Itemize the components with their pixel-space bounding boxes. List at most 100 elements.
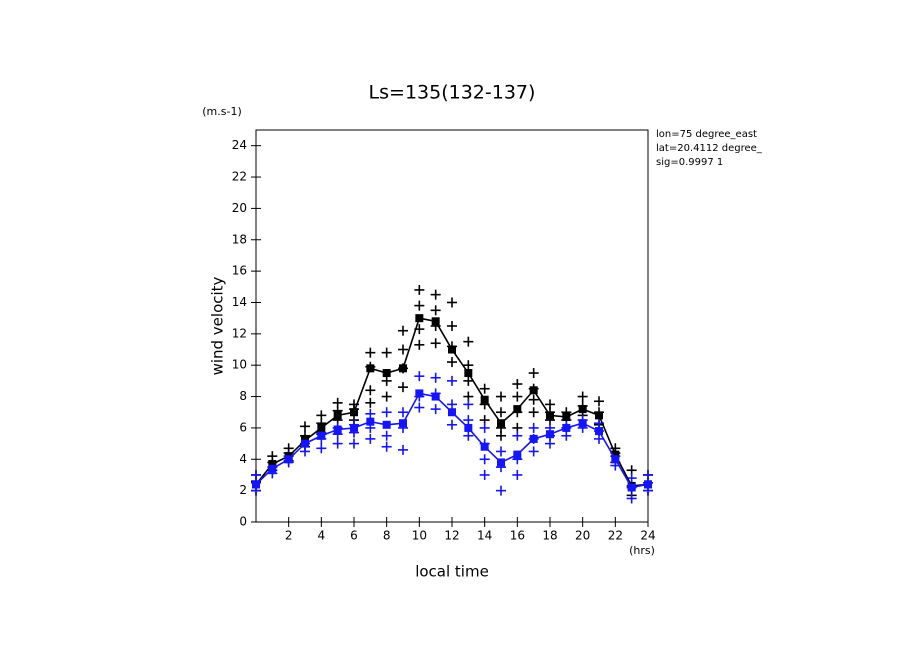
cross-marker (447, 357, 457, 368)
point-marker (415, 389, 424, 398)
x-tick-label: 2 (285, 529, 293, 543)
point-marker (399, 419, 407, 428)
point-marker (448, 408, 456, 417)
cross-marker (430, 305, 441, 316)
cross-marker (316, 410, 327, 421)
y-tick-label: 2 (239, 483, 247, 497)
cross-marker (594, 396, 604, 407)
cross-marker (381, 407, 392, 418)
cross-marker (479, 383, 490, 394)
point-marker (317, 431, 326, 440)
cross-marker (447, 321, 457, 331)
cross-marker (414, 371, 425, 382)
cross-marker (479, 469, 490, 480)
x-tick-label: 4 (318, 529, 326, 543)
cross-marker (512, 379, 523, 390)
point-marker (497, 458, 505, 467)
point-marker (382, 369, 391, 378)
x-tick-label: 18 (542, 529, 557, 543)
point-marker (382, 420, 391, 429)
cross-marker (643, 469, 653, 480)
cross-marker (528, 422, 539, 433)
point-marker (562, 423, 571, 432)
x-tick-label: 6 (350, 529, 358, 543)
point-marker (415, 314, 424, 323)
point-marker (284, 455, 293, 464)
y-tick-label: 24 (232, 138, 247, 152)
x-unit: (hrs) (629, 544, 655, 557)
cross-marker (349, 438, 359, 449)
point-marker (513, 450, 522, 459)
cross-marker (496, 485, 506, 496)
x-tick-label: 24 (640, 529, 655, 543)
cross-marker (381, 391, 392, 402)
cross-marker (414, 339, 425, 350)
point-marker (529, 386, 538, 395)
x-tick-label: 10 (412, 529, 427, 543)
point-marker (546, 430, 554, 439)
x-tick-label: 20 (575, 529, 590, 543)
point-marker (448, 345, 456, 354)
cross-marker (463, 399, 474, 410)
cross-marker (528, 446, 539, 457)
point-marker (644, 480, 652, 489)
cross-marker (381, 441, 392, 452)
x-tick-label: 8 (383, 529, 391, 543)
point-marker (497, 419, 505, 428)
point-marker (611, 455, 620, 464)
cross-marker (398, 444, 408, 455)
cross-marker (267, 451, 278, 462)
cross-marker (365, 347, 376, 358)
cross-marker (332, 397, 343, 408)
point-marker (578, 419, 587, 428)
cross-marker (398, 407, 408, 418)
cross-marker (463, 430, 474, 441)
cross-marker (414, 402, 425, 413)
annotation: lon=75 degree_east (656, 129, 757, 140)
point-marker (546, 411, 554, 420)
cross-marker (365, 408, 376, 419)
cross-marker (496, 407, 506, 418)
point-marker (464, 423, 473, 432)
y-tick-label: 4 (239, 452, 247, 466)
cross-marker (528, 407, 539, 418)
cross-marker (381, 375, 392, 386)
cross-marker (332, 438, 343, 449)
point-marker (480, 395, 489, 404)
point-marker (317, 423, 326, 432)
y-tick-label: 18 (232, 232, 247, 246)
point-marker (480, 442, 489, 451)
cross-marker (300, 421, 310, 432)
point-marker (595, 427, 603, 436)
point-marker (301, 439, 309, 448)
cross-marker (463, 360, 474, 371)
cross-marker (528, 394, 539, 405)
cross-marker (365, 385, 376, 396)
x-axis-label: local time (415, 563, 489, 581)
cross-marker (463, 415, 474, 426)
point-marker (333, 411, 342, 420)
cross-marker (626, 493, 637, 504)
y-tick-label: 16 (232, 264, 247, 278)
x-tick-label: 14 (477, 529, 492, 543)
cross-marker (430, 372, 441, 383)
cross-marker (398, 325, 408, 336)
cross-marker (365, 433, 376, 444)
y-tick-label: 12 (232, 326, 247, 340)
annotation: sig=0.9997 1 (656, 157, 723, 168)
cross-marker (447, 297, 457, 308)
y-tick-label: 6 (239, 420, 247, 434)
cross-marker (512, 469, 523, 480)
cross-marker (528, 368, 539, 379)
y-axis-label: wind velocity (209, 276, 227, 375)
cross-marker (447, 399, 457, 410)
cross-marker (512, 430, 523, 441)
cross-marker (430, 289, 441, 300)
cross-marker (463, 375, 474, 386)
point-marker (268, 459, 277, 468)
cross-marker (447, 419, 457, 430)
cross-marker (414, 300, 425, 311)
point-marker (578, 405, 587, 414)
cross-marker (316, 443, 327, 454)
cross-marker (512, 391, 523, 402)
